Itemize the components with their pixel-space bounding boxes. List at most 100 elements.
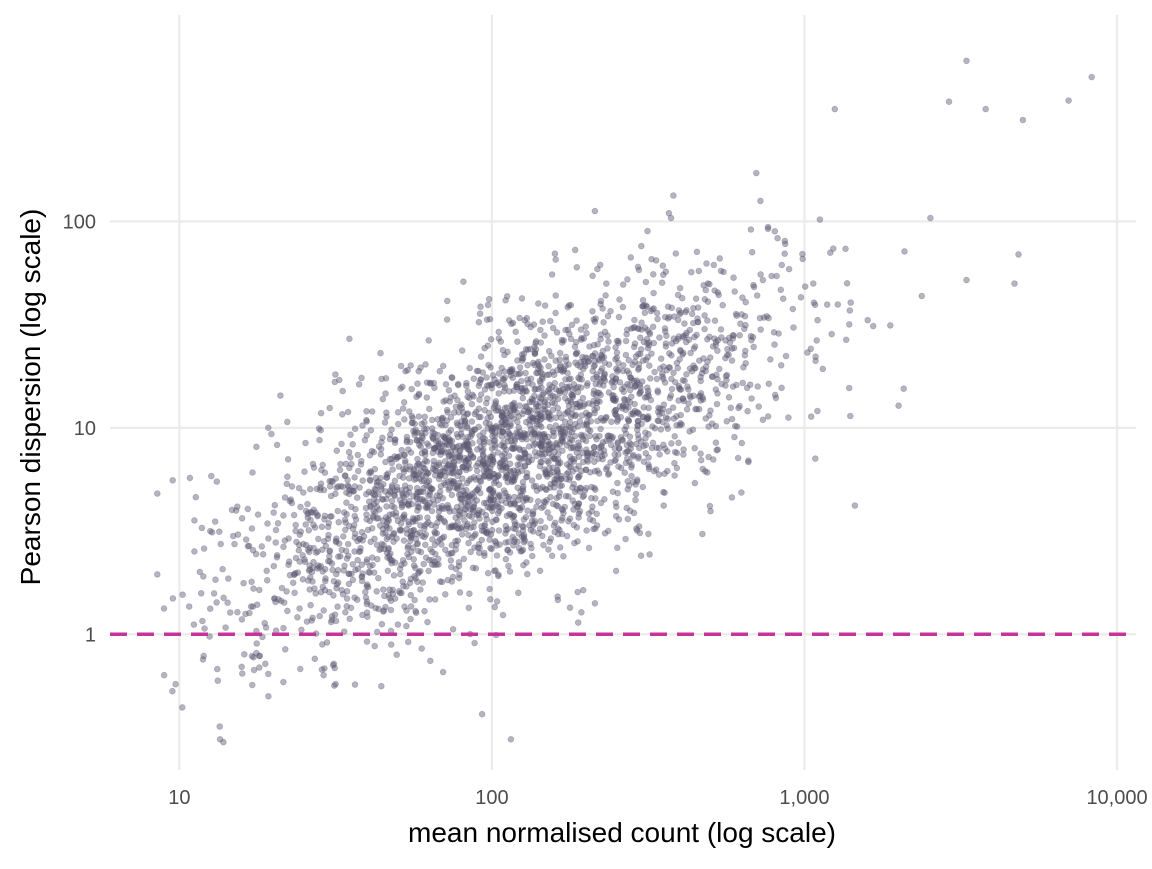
data-point [395, 587, 403, 595]
data-point [375, 491, 382, 498]
data-point [558, 517, 565, 524]
data-point [484, 425, 492, 432]
data-point [566, 604, 574, 611]
data-point [374, 514, 382, 522]
data-point [531, 343, 538, 351]
data-point [522, 513, 530, 521]
data-point [371, 491, 379, 499]
data-point [491, 537, 499, 545]
data-point [482, 526, 490, 534]
data-point [406, 438, 414, 446]
data-point [454, 524, 461, 532]
data-point [449, 443, 457, 450]
data-point [581, 400, 588, 408]
data-point [622, 430, 630, 437]
data-point [607, 432, 614, 440]
data-point [656, 411, 663, 418]
data-point [340, 567, 348, 574]
data-point [495, 503, 502, 511]
data-point [486, 420, 493, 428]
data-point [438, 442, 446, 449]
data-point [620, 388, 627, 396]
data-point [673, 464, 681, 472]
data-point [529, 415, 537, 423]
data-point [636, 390, 643, 398]
data-point [502, 464, 510, 471]
data-point [614, 439, 622, 446]
data-point [612, 375, 620, 383]
data-point [179, 591, 186, 598]
data-point [505, 538, 512, 546]
data-point [711, 335, 718, 342]
data-point [600, 373, 607, 381]
data-point [423, 482, 430, 489]
data-point [579, 586, 587, 594]
data-point [483, 455, 491, 462]
data-point [465, 445, 473, 453]
data-point [613, 544, 621, 552]
data-point [549, 399, 556, 406]
data-point [367, 602, 375, 609]
data-point [242, 536, 250, 543]
data-point [523, 469, 531, 477]
data-point [505, 430, 513, 437]
data-point [492, 422, 500, 430]
data-point [419, 434, 426, 442]
data-point [364, 526, 372, 534]
data-point [528, 517, 536, 525]
data-point [614, 416, 622, 424]
data-point [391, 595, 399, 602]
data-point [519, 389, 527, 396]
data-point [644, 390, 652, 398]
data-point [671, 432, 678, 440]
data-point [399, 556, 407, 564]
data-point [369, 561, 376, 569]
data-point [334, 579, 342, 586]
data-point [238, 663, 246, 671]
data-point [531, 440, 539, 447]
data-point [467, 548, 475, 556]
data-point [488, 526, 496, 534]
data-point [723, 417, 731, 425]
data-point [495, 491, 503, 499]
data-point [412, 517, 419, 525]
data-point [232, 507, 240, 514]
data-point [697, 450, 704, 458]
data-point [722, 372, 730, 380]
data-point [311, 585, 318, 592]
data-point [384, 554, 391, 561]
data-point [234, 503, 241, 511]
data-point [348, 460, 355, 468]
data-point [520, 350, 528, 358]
data-point [368, 489, 376, 497]
data-point [408, 548, 415, 556]
data-point [273, 551, 281, 559]
data-point [638, 378, 646, 385]
data-point [612, 567, 620, 575]
data-point [212, 576, 219, 583]
data-point [755, 403, 762, 410]
data-point [565, 302, 573, 309]
data-point [428, 556, 436, 564]
data-point [632, 381, 640, 389]
data-point [330, 660, 338, 668]
data-point [224, 599, 231, 606]
data-point [523, 473, 531, 481]
data-point [571, 539, 578, 547]
data-point [447, 413, 455, 421]
data-point [642, 449, 650, 457]
data-point [531, 430, 538, 438]
data-point [387, 488, 395, 496]
data-point [546, 446, 554, 453]
data-point [487, 381, 495, 388]
data-point [384, 546, 392, 553]
data-point [640, 338, 648, 346]
data-point [584, 379, 591, 387]
data-point [456, 495, 464, 503]
data-point [527, 413, 535, 421]
data-point [358, 573, 366, 580]
data-point [383, 409, 390, 417]
data-point [420, 497, 427, 505]
data-point [684, 386, 692, 393]
